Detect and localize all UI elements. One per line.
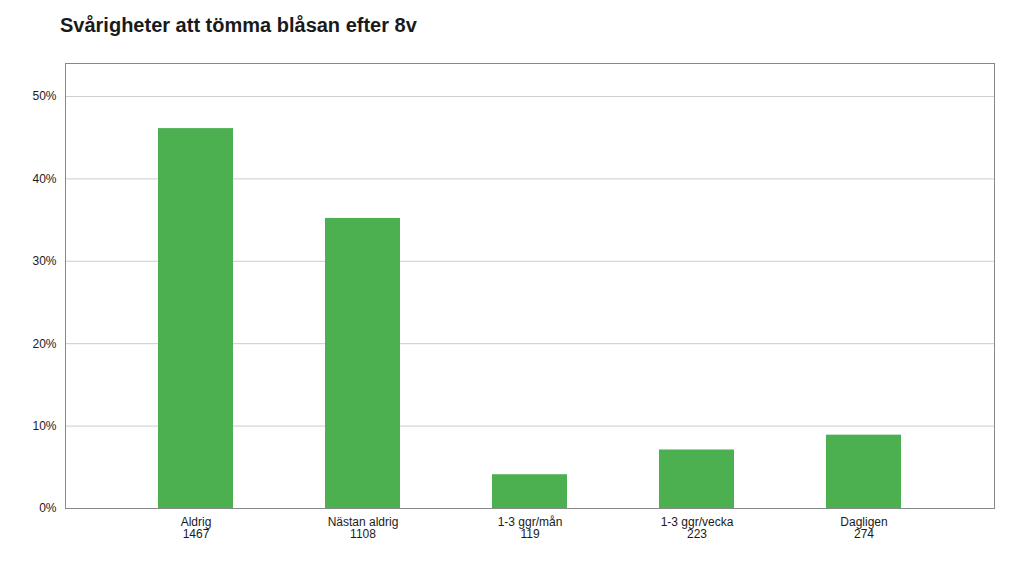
svg-text:0%: 0% bbox=[39, 501, 57, 515]
svg-text:40%: 40% bbox=[32, 172, 56, 186]
svg-text:20%: 20% bbox=[32, 337, 56, 351]
svg-text:1-3 ggr/mån119: 1-3 ggr/mån119 bbox=[498, 515, 563, 541]
svg-text:Nästan aldrig1108: Nästan aldrig1108 bbox=[328, 515, 399, 541]
svg-text:1-3 ggr/vecka223: 1-3 ggr/vecka223 bbox=[661, 515, 734, 541]
html-text:Svårigheter att tömma blåsan e: Svårigheter att tömma blåsan efter 8v bbox=[60, 14, 417, 36]
svg-text:Dagligen274: Dagligen274 bbox=[840, 515, 887, 541]
svg-text:10%: 10% bbox=[32, 419, 56, 433]
svg-text:Aldrig1467: Aldrig1467 bbox=[181, 515, 212, 541]
svg-text:50%: 50% bbox=[32, 89, 56, 103]
svg-text:30%: 30% bbox=[32, 254, 56, 268]
